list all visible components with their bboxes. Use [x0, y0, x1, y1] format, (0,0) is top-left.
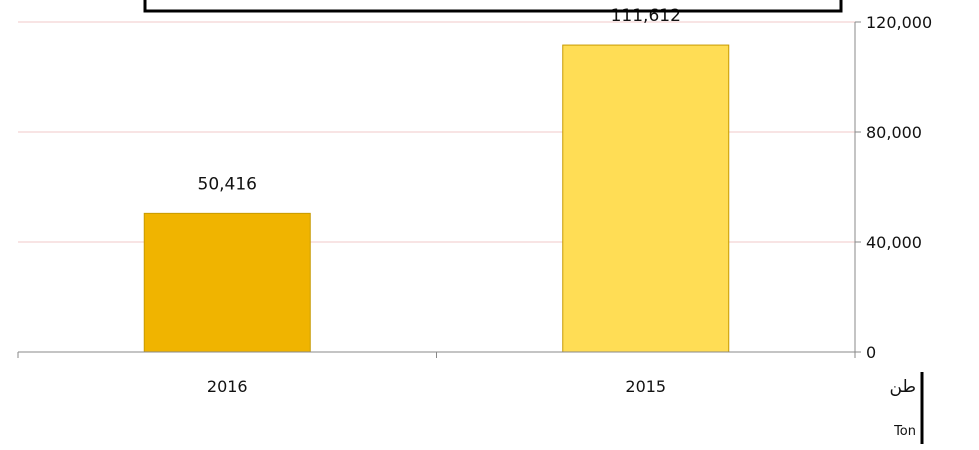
y-tick-label: 120,000: [866, 13, 932, 32]
labels: 0 40,000 80,000 120,000 50,416 2016 111,612 201…: [198, 6, 933, 396]
unit-label-arabic: طن: [890, 377, 916, 397]
gridlines: [18, 21, 855, 243]
x-tick-label-2016: 2016: [207, 377, 248, 396]
data-label-2016: 50,416: [198, 174, 257, 194]
callout-box: [143, 0, 843, 13]
bars: [143, 44, 730, 353]
x-tick-label-2015: 2015: [625, 377, 666, 396]
bar-2015: [562, 44, 730, 353]
y-tick-label: 0: [866, 343, 876, 362]
unit-label-english: Ton: [893, 424, 916, 439]
bar-2016: [143, 212, 311, 353]
data-label-2015: 111,612: [611, 6, 681, 26]
y-tick-label: 40,000: [866, 233, 922, 252]
axes: [17, 21, 861, 358]
y-tick-label: 80,000: [866, 123, 922, 142]
